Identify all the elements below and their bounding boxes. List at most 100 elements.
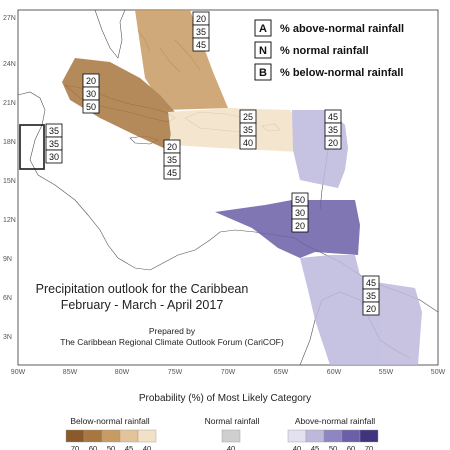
longitude-labels: 90W 85W 80W 75W 70W 65W 60W 55W 50W	[11, 369, 446, 376]
normal-tick: 40	[227, 444, 235, 450]
lon-label: 70W	[221, 369, 236, 376]
prob-box-lesser-antilles: 45 35 20	[324, 109, 342, 150]
region-bahamas	[135, 10, 228, 110]
probability-boxes: 20 35 45 20 30 50 35 35 30 20 35 45 25 35 40 45 35 20 50 30…	[45, 11, 380, 316]
below-tick: 50	[107, 444, 115, 450]
prob-value: 45	[366, 278, 376, 288]
lon-label: 80W	[115, 369, 130, 376]
lon-label: 50W	[431, 369, 446, 376]
prob-value: 45	[328, 112, 338, 122]
below-swatch	[101, 429, 121, 443]
region-southern-caribbean	[215, 200, 360, 258]
key-letter: B	[259, 67, 267, 79]
outlook-regions	[19, 10, 422, 365]
prob-box-western-cuba: 20 30 50	[82, 73, 100, 114]
below-swatch	[83, 429, 103, 443]
below-swatch	[65, 429, 85, 443]
key-letter-box	[254, 19, 272, 37]
prob-cell	[362, 301, 380, 316]
lon-label: 65W	[274, 369, 289, 376]
prob-box-bahamas: 20 35 45	[192, 11, 210, 52]
region-guianas	[300, 255, 422, 365]
above-tick: 50	[329, 444, 337, 450]
prob-value: 35	[49, 139, 59, 149]
lat-label: 6N	[3, 295, 12, 302]
prob-value: 30	[295, 208, 305, 218]
colorbar-swatches: 70 60 50 45 40 40 40 45 50 60 70	[65, 429, 379, 450]
lat-label: 12N	[3, 217, 16, 224]
below-tick: 45	[125, 444, 133, 450]
prob-value: 45	[196, 40, 206, 50]
prob-cell	[239, 135, 257, 150]
prob-box-southern-caribbean: 50 30 20	[291, 192, 309, 233]
prob-value: 40	[243, 138, 253, 148]
region-hispaniola-puerto-rico	[168, 108, 305, 152]
above-tick: 45	[311, 444, 319, 450]
map-title-line1: Precipitation outlook for the Caribbean	[36, 282, 249, 296]
prob-value: 30	[49, 152, 59, 162]
prob-value: 20	[167, 142, 177, 152]
colorbar-title: Probability (%) of Most Likely Category	[139, 393, 311, 404]
prob-cell	[163, 165, 181, 180]
prob-value: 50	[295, 195, 305, 205]
lat-label: 18N	[3, 139, 16, 146]
lat-label: 24N	[3, 61, 16, 68]
lon-label: 90W	[11, 369, 26, 376]
prob-value: 20	[196, 14, 206, 24]
key-letter-box	[254, 41, 272, 59]
prob-cell	[192, 37, 210, 52]
prob-value: 35	[366, 291, 376, 301]
above-swatch	[305, 429, 325, 443]
above-swatch	[287, 429, 307, 443]
lat-label: 27N	[3, 15, 16, 22]
map-title-line2: February - March - April 2017	[61, 298, 224, 312]
above-swatch	[359, 429, 379, 443]
lon-label: 55W	[379, 369, 394, 376]
lat-label: 9N	[3, 256, 12, 263]
prob-value: 35	[49, 126, 59, 136]
prob-value: 30	[86, 89, 96, 99]
prob-box-hispaniola-puerto-rico: 25 35 40	[239, 109, 257, 150]
below-tick: 70	[71, 444, 79, 450]
prob-value: 25	[243, 112, 253, 122]
key-letter: N	[259, 45, 267, 57]
prepared-by-line2: The Caribbean Regional Climate Outlook F…	[60, 337, 284, 347]
below-swatch	[137, 429, 157, 443]
prob-box-belize-yucatan: 35 35 30	[45, 123, 63, 164]
region-belize-yucatan	[19, 124, 45, 170]
prob-value: 35	[243, 125, 253, 135]
legend-key: A % above-normal rainfall N % normal rainfa…	[254, 19, 404, 81]
prob-value: 20	[328, 138, 338, 148]
key-text: % below-normal rainfall	[280, 67, 403, 79]
normal-label: Normal rainfall	[205, 416, 260, 426]
prob-value: 20	[295, 221, 305, 231]
prob-box-guianas: 45 35 20	[362, 275, 380, 316]
above-swatch	[341, 429, 361, 443]
lon-label: 60W	[327, 369, 342, 376]
prob-cell	[82, 99, 100, 114]
key-letter-box	[254, 63, 272, 81]
above-tick: 70	[365, 444, 373, 450]
prob-box-jamaica: 20 35 45	[163, 139, 181, 180]
key-letter: A	[259, 23, 267, 35]
latitude-labels: 27N 24N 21N 18N 15N 12N 9N 6N 3N	[3, 15, 16, 341]
key-text: % normal rainfall	[280, 45, 369, 57]
key-text: % above-normal rainfall	[280, 23, 404, 35]
prob-value: 50	[86, 102, 96, 112]
below-tick: 60	[89, 444, 97, 450]
above-tick: 60	[347, 444, 355, 450]
prob-value: 35	[167, 155, 177, 165]
prob-value: 35	[196, 27, 206, 37]
above-normal-label: Above-normal rainfall	[295, 416, 375, 426]
lat-label: 15N	[3, 178, 16, 185]
below-normal-label: Below-normal rainfall	[70, 416, 149, 426]
below-tick: 40	[143, 444, 151, 450]
lon-label: 85W	[63, 369, 78, 376]
lon-label: 75W	[168, 369, 183, 376]
prob-cell	[45, 149, 63, 164]
prob-cell	[291, 218, 309, 233]
prob-value: 20	[366, 304, 376, 314]
above-swatch	[323, 429, 343, 443]
above-tick: 40	[293, 444, 301, 450]
